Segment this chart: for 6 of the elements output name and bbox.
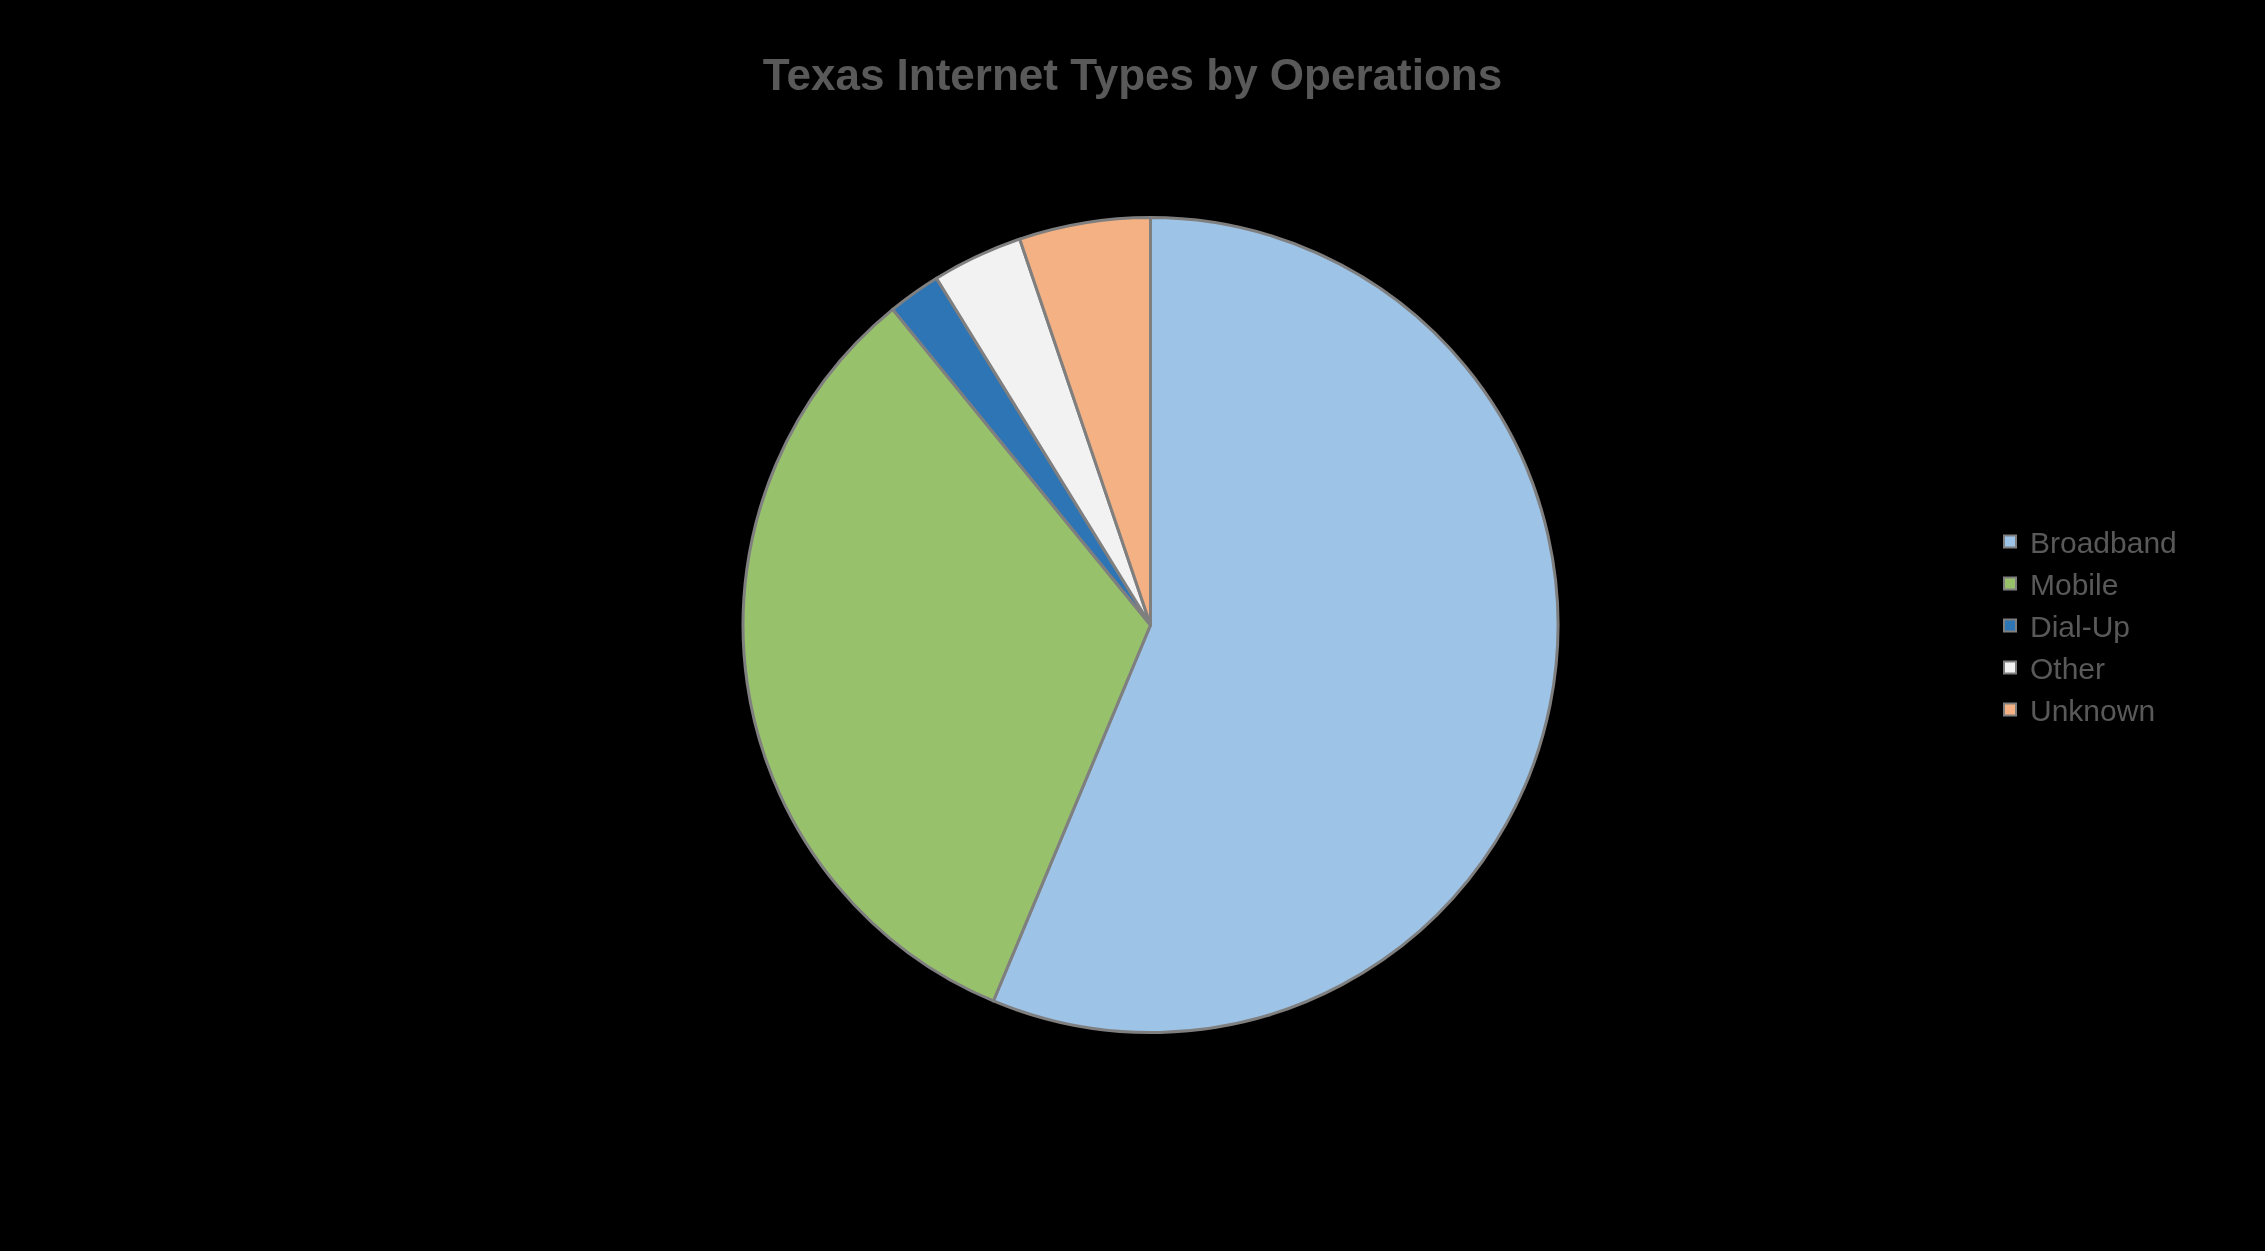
legend-label: Dial-Up xyxy=(2030,610,2131,644)
legend-label: Other xyxy=(2030,652,2106,686)
legend-label: Broadband xyxy=(2030,526,2177,560)
legend-label: Unknown xyxy=(2030,694,2156,728)
legend-label: Mobile xyxy=(2030,568,2119,602)
chart-title: Texas Internet Types by Operations xyxy=(762,50,1503,100)
